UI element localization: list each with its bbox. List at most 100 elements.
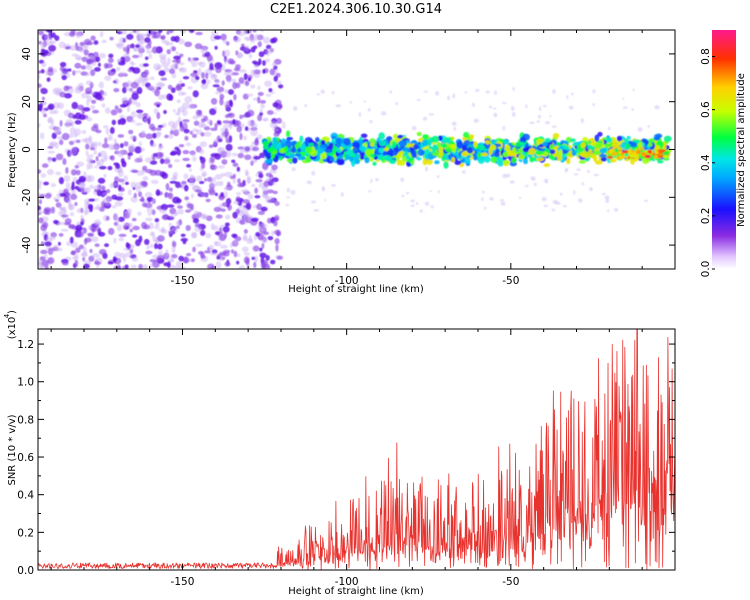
spectrogram-noise-blob bbox=[90, 99, 97, 104]
snr-multiplier-label: (x10 bbox=[7, 317, 18, 340]
spectrogram-noise-blob bbox=[275, 72, 281, 78]
spectrogram-signal-blob bbox=[284, 145, 289, 153]
spectrogram-noise-blob bbox=[135, 44, 140, 49]
spectrogram-noise-blob bbox=[258, 173, 264, 179]
spectrogram-noise-blob bbox=[141, 221, 148, 230]
spectrogram-noise-blob bbox=[224, 104, 230, 109]
spectrogram-noise-blob bbox=[55, 247, 63, 252]
spectrogram-noise-blob bbox=[54, 87, 61, 94]
spectrogram-signal-blob bbox=[308, 142, 315, 147]
spectrogram-noise-blob bbox=[395, 101, 399, 106]
spectrogram-noise-blob bbox=[164, 134, 169, 139]
spectrogram-noise-blob bbox=[257, 114, 263, 122]
spectrogram-signal-blob bbox=[544, 137, 551, 143]
spectrogram-noise-blob bbox=[174, 128, 180, 134]
spectrogram-noise-blob bbox=[105, 137, 114, 141]
spectrogram-noise-blob bbox=[144, 191, 153, 198]
spectrogram-signal-blob bbox=[503, 140, 509, 145]
spectrogram-noise-blob bbox=[55, 153, 64, 161]
spectrogram-noise-blob bbox=[605, 198, 610, 203]
spectrogram-noise-blob bbox=[483, 206, 487, 210]
spectrogram-noise-blob bbox=[99, 52, 106, 59]
snr-y-axis-label: SNR (10 * v/v) bbox=[7, 414, 18, 485]
spectrogram-noise-blob bbox=[150, 206, 154, 215]
spectrogram-noise-blob bbox=[142, 165, 148, 171]
spectrogram-noise-blob bbox=[243, 145, 251, 154]
spectrogram-noise-blob bbox=[130, 81, 139, 89]
spectrogram-noise-blob bbox=[150, 179, 159, 185]
spectrogram-noise-blob bbox=[74, 32, 83, 38]
spectrogram-strong-blob bbox=[662, 151, 670, 155]
spectrogram-noise-blob bbox=[121, 181, 125, 186]
spectrogram-strong-blob bbox=[624, 152, 629, 157]
spectrogram-signal-blob bbox=[657, 159, 664, 164]
spectrogram-signal-blob bbox=[543, 163, 550, 168]
spectrogram-noise-blob bbox=[192, 128, 199, 133]
spectrogram-noise-blob bbox=[132, 256, 139, 262]
spectrogram-noise-blob bbox=[254, 33, 260, 41]
spectrogram-noise-blob bbox=[500, 201, 506, 206]
spectrogram-noise-blob bbox=[367, 107, 371, 112]
spectrogram-noise-blob bbox=[60, 228, 69, 232]
spectrogram-noise-blob bbox=[195, 243, 203, 247]
spectrogram-noise-blob bbox=[538, 106, 542, 112]
spectrogram-noise-blob bbox=[59, 119, 63, 127]
spectrogram-noise-blob bbox=[604, 195, 610, 200]
spectrogram-noise-blob bbox=[429, 190, 432, 193]
spectrogram-noise-blob bbox=[276, 117, 283, 124]
spectrogram-noise-blob bbox=[146, 207, 151, 213]
spectrogram-noise-blob bbox=[171, 245, 176, 254]
spectrogram-noise-blob bbox=[90, 69, 96, 77]
spectrogram-noise-blob bbox=[38, 199, 43, 205]
spectrogram-noise-blob bbox=[265, 254, 270, 261]
spectrogram-noise-blob bbox=[147, 212, 152, 216]
spectrogram-noise-blob bbox=[173, 55, 181, 60]
spectrogram-signal-blob bbox=[399, 139, 408, 147]
spectrogram-noise-blob bbox=[140, 72, 148, 79]
spectrogram-signal-blob bbox=[641, 156, 650, 164]
spectrogram-noise-blob bbox=[214, 122, 218, 129]
spectrogram-signal-blob bbox=[422, 134, 429, 140]
spectrogram-x-tick-label: -100 bbox=[335, 275, 359, 287]
spectrogram-noise-blob bbox=[128, 97, 132, 105]
spectrogram-noise-blob bbox=[162, 122, 167, 128]
spectrogram-noise-blob bbox=[257, 134, 263, 140]
spectrogram-signal-blob bbox=[336, 148, 342, 154]
spectrogram-noise-blob bbox=[266, 110, 274, 115]
spectrogram-noise-blob bbox=[123, 175, 128, 182]
spectrogram-noise-blob bbox=[118, 37, 127, 44]
spectrogram-strong-blob bbox=[662, 154, 669, 159]
spectrogram-noise-blob bbox=[269, 68, 276, 76]
spectrogram-noise-blob bbox=[68, 224, 76, 229]
spectrogram-noise-blob bbox=[227, 113, 233, 117]
spectrogram-noise-blob bbox=[589, 187, 593, 192]
spectrogram-noise-blob bbox=[183, 173, 189, 180]
spectrogram-noise-blob bbox=[98, 165, 107, 170]
spectrogram-noise-blob bbox=[124, 210, 132, 217]
spectrogram-noise-blob bbox=[274, 200, 278, 204]
spectrogram-noise-blob bbox=[132, 54, 140, 59]
spectrogram-noise-blob bbox=[176, 148, 181, 156]
spectrogram-noise-blob bbox=[89, 184, 94, 189]
snr-y-tick-label: 0.0 bbox=[17, 565, 34, 577]
spectrogram-noise-blob bbox=[566, 94, 569, 100]
spectrogram-noise-blob bbox=[192, 156, 197, 162]
spectrogram-noise-blob bbox=[263, 231, 270, 236]
spectrogram-noise-blob bbox=[40, 224, 48, 232]
spectrogram-noise-blob bbox=[102, 124, 109, 129]
spectrogram-noise-blob bbox=[98, 248, 107, 255]
spectrogram-noise-blob bbox=[242, 114, 247, 118]
spectrogram-noise-blob bbox=[124, 181, 129, 185]
spectrogram-noise-blob bbox=[213, 106, 218, 111]
spectrogram-noise-blob bbox=[83, 227, 87, 234]
spectrogram-noise-blob bbox=[246, 237, 254, 244]
spectrogram-noise-blob bbox=[102, 197, 110, 204]
spectrogram-signal-blob bbox=[504, 144, 511, 152]
spectrogram-noise-blob bbox=[194, 43, 203, 50]
spectrogram-noise-blob bbox=[320, 89, 325, 94]
spectrogram-noise-blob bbox=[155, 222, 160, 226]
snr-y-tick-label: 0.8 bbox=[17, 414, 34, 426]
spectrogram-noise-blob bbox=[105, 128, 110, 135]
spectrogram-signal-blob bbox=[655, 133, 663, 139]
spectrogram-noise-blob bbox=[149, 263, 154, 268]
